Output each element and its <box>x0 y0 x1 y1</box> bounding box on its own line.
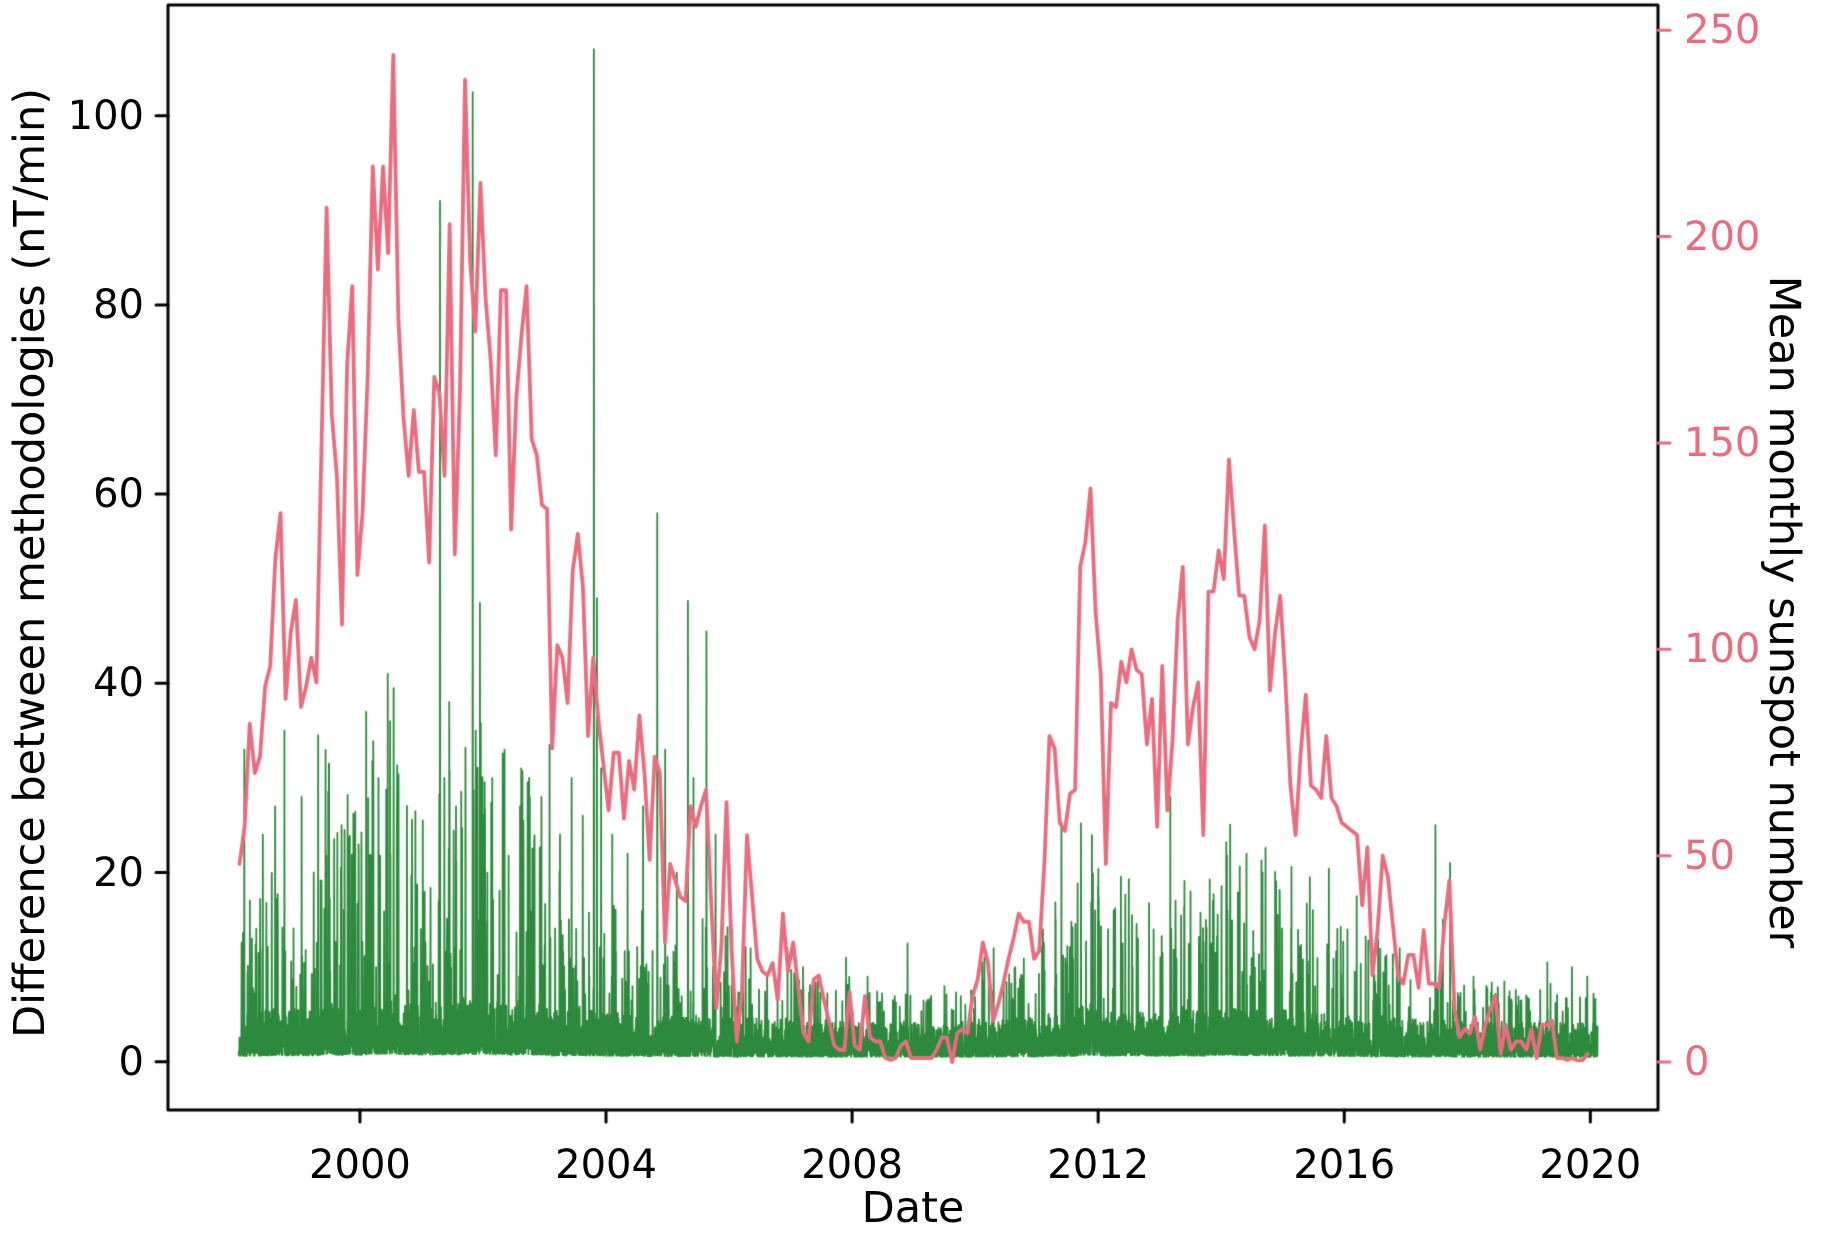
x-tick-label: 2000 <box>309 1142 411 1188</box>
y-right-tick-label: 100 <box>1684 626 1761 673</box>
y-right-tick-label: 150 <box>1684 419 1761 466</box>
y-left-tick-label: 40 <box>93 660 144 707</box>
y-right-tick-label: 200 <box>1684 213 1761 260</box>
right-axis-title: Mean monthly sunspot number <box>1759 275 1809 949</box>
y-right-tick-label: 250 <box>1684 7 1761 54</box>
y-right-tick-label: 0 <box>1684 1039 1710 1086</box>
y-right-tick-label: 50 <box>1684 832 1735 879</box>
y-left-tick-label: 0 <box>118 1038 144 1085</box>
x-tick-label: 2012 <box>1047 1142 1150 1188</box>
x-tick-label: 2020 <box>1539 1142 1642 1188</box>
left-axis-title: Difference between methodologies (nT/min… <box>5 88 55 1038</box>
y-left-tick-label: 60 <box>93 471 144 518</box>
y-left-tick-label: 100 <box>67 92 144 139</box>
x-tick-label: 2004 <box>555 1142 657 1188</box>
x-tick-label: 2016 <box>1293 1142 1396 1188</box>
y-left-tick-label: 80 <box>93 281 144 328</box>
y-left-tick-label: 20 <box>93 849 144 896</box>
x-axis-title: Date <box>861 1183 965 1233</box>
x-tick-label: 2008 <box>801 1142 903 1188</box>
